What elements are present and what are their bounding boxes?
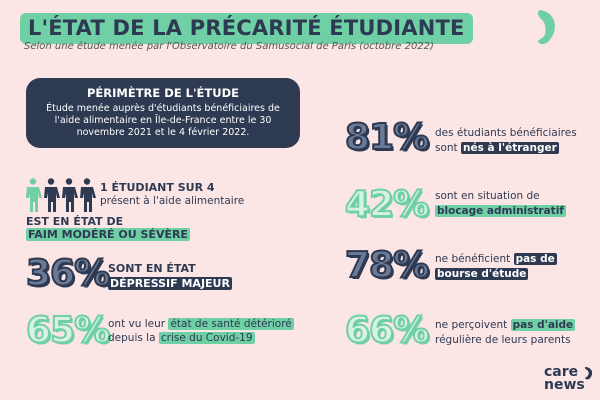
stat-42-text: sont en situation de <box>435 190 540 202</box>
stat-value-42: 42% <box>344 184 430 225</box>
page-title: L'ÉTAT DE LA PRÉCARITÉ ÉTUDIANTE <box>20 13 473 44</box>
stat-66-highlight: pas d'aide <box>510 319 576 331</box>
stat-36-line1: SONT EN ÉTAT <box>108 262 196 275</box>
stat-65-text2: depuis la <box>108 332 156 344</box>
stat-65-text: ont vu leur <box>108 318 166 330</box>
scope-title: PÉRIMÈTRE DE L'ÉTUDE <box>87 86 239 100</box>
ratio-sub: présent à l'aide alimentaire <box>100 195 245 207</box>
stat-66-text2: régulière de leurs parents <box>435 334 571 346</box>
ratio-label: 1 ÉTUDIANT SUR 4 <box>100 181 215 194</box>
stat-78-highlight2: bourse d'étude <box>435 268 529 280</box>
person-icon <box>44 178 60 212</box>
stat-42-highlight: blocage administratif <box>435 205 566 217</box>
stat-66-text: ne perçoivent <box>435 319 508 331</box>
stat-81-text2: sont <box>435 142 458 154</box>
people-icon-group <box>26 178 96 212</box>
hunger-line1: EST EN ÉTAT DE <box>26 215 124 228</box>
logo-wave-icon <box>584 367 593 380</box>
stat-value-36: 36% <box>25 253 111 294</box>
carenews-logo: care news <box>544 364 585 393</box>
brand-wave-icon <box>537 10 555 45</box>
person-icon <box>62 178 78 212</box>
stat-value-65: 65% <box>25 310 111 351</box>
stat-78-text: ne bénéficient <box>435 253 511 265</box>
subtitle: Selon une étude menée par l'Observatoire… <box>24 41 434 52</box>
person-icon <box>80 178 96 212</box>
stat-81-highlight: nés à l'étranger <box>461 142 559 154</box>
stat-65-highlight: état de santé détérioré <box>168 318 294 330</box>
study-scope-box: PÉRIMÈTRE DE L'ÉTUDE Étude menée auprès … <box>26 78 300 148</box>
stat-78-highlight: pas de <box>513 253 557 265</box>
person-icon-highlighted <box>26 178 42 212</box>
stat-81-text: des étudiants bénéficiaires <box>435 127 577 139</box>
stat-value-66: 66% <box>344 310 430 351</box>
stat-36-highlight: DÉPRESSIF MAJEUR <box>108 277 232 290</box>
stat-value-78: 78% <box>344 245 430 286</box>
hunger-highlight: FAIM MODÉRÉ OU SÉVÈRE <box>26 228 190 241</box>
stat-value-81: 81% <box>344 117 430 158</box>
scope-text: Étude menée auprès d'étudiants bénéficia… <box>46 103 280 138</box>
stat-65-highlight2: crise du Covid-19 <box>158 332 255 344</box>
